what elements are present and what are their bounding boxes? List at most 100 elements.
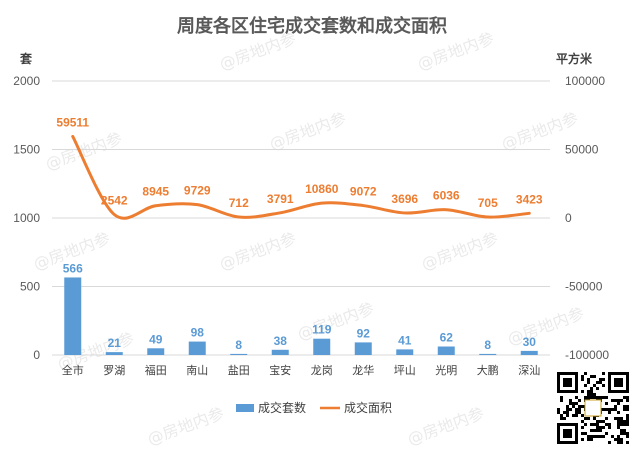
watermark-text: @房地内参 [405,404,487,449]
qr-module [593,429,596,432]
right-axis-unit: 平方米 [556,51,593,66]
category-label: 坪山 [394,364,416,377]
line-value-label: 3696 [391,192,418,206]
qr-module [590,423,593,426]
legend-bar-swatch [236,404,254,412]
qr-module [590,375,593,378]
qr-module [593,417,596,420]
bar-value-label: 566 [63,261,83,275]
qr-module [560,414,563,417]
qr-module [584,372,587,375]
qr-module [596,396,599,399]
qr-module [593,393,596,396]
qr-module [572,402,575,405]
qr-module [581,420,584,423]
qr-module [590,393,593,396]
qr-module [569,399,572,402]
qr-module [605,432,608,435]
bar-value-label: 41 [398,333,412,347]
qr-module [614,417,617,420]
bar [147,348,165,355]
bar [437,346,455,355]
category-label: 全市 [62,363,84,377]
qr-module [623,405,626,408]
qr-module [608,423,611,426]
qr-module [578,408,581,411]
line-value-label: 705 [478,196,498,210]
qr-finder [563,429,572,438]
qr-module [593,435,596,438]
line-series: 59511 2542 8945 9729 712 3791 10860 9072 3696 603… [56,115,543,220]
qr-module [587,390,590,393]
qr-module [602,426,605,429]
qr-module [602,384,605,387]
qr-module [626,435,629,438]
qr-module [620,399,623,402]
qr-module [623,420,626,423]
bar [354,342,372,355]
qr-module [599,420,602,423]
qr-module [617,426,620,429]
qr-module [593,396,596,399]
legend-bar-label: 成交套数 [258,400,306,415]
qr-module [578,405,581,408]
qr-module [596,381,599,384]
bar [313,338,331,355]
category-label: 福田 [145,363,167,377]
legend: 成交套数 成交面积 [236,400,392,415]
qr-module [584,423,587,426]
qr-module [605,408,608,411]
qr-module [617,417,620,420]
qr-module [581,405,584,408]
line-value-label: 6036 [433,189,460,203]
right-tick-label: -100000 [565,348,609,362]
qr-module [626,399,629,402]
right-tick-label: 0 [565,211,572,225]
qr-module [587,393,590,396]
qr-module [575,396,578,399]
qr-module [596,387,599,390]
qr-module [590,396,593,399]
bar [520,350,538,355]
qr-module [575,408,578,411]
qr-module [581,432,584,435]
line-value-label: 2542 [101,194,128,208]
qr-module [608,441,611,444]
qr-module [581,438,584,441]
qr-module [563,417,566,420]
qr-module [608,426,611,429]
qr-module [587,378,590,381]
qr-module [626,417,629,420]
qr-module [620,429,623,432]
qr-module [587,381,590,384]
qr-module [578,411,581,414]
qr-module [584,432,587,435]
qr-module [590,438,593,441]
qr-module [572,405,575,408]
qr-module [617,438,620,441]
category-label: 盐田 [228,364,250,377]
qr-module [599,435,602,438]
watermark-text: @房地内参 [505,304,587,349]
line-value-label: 3791 [267,192,294,206]
bar [188,341,206,355]
qr-module [587,396,590,399]
qr-module [599,396,602,399]
qr-module [584,417,587,420]
qr-module [626,405,629,408]
qr-module [590,390,593,393]
bar [64,277,82,355]
qr-module [620,417,623,420]
qr-module [614,438,617,441]
qr-module [557,408,560,411]
qr-module [617,441,620,444]
bar [396,349,414,355]
qr-module [626,423,629,426]
qr-code-icon [557,372,629,444]
bar [230,353,248,355]
qr-module [626,396,629,399]
category-label: 罗湖 [103,364,125,377]
qr-module [614,408,617,411]
qr-module [566,414,569,417]
